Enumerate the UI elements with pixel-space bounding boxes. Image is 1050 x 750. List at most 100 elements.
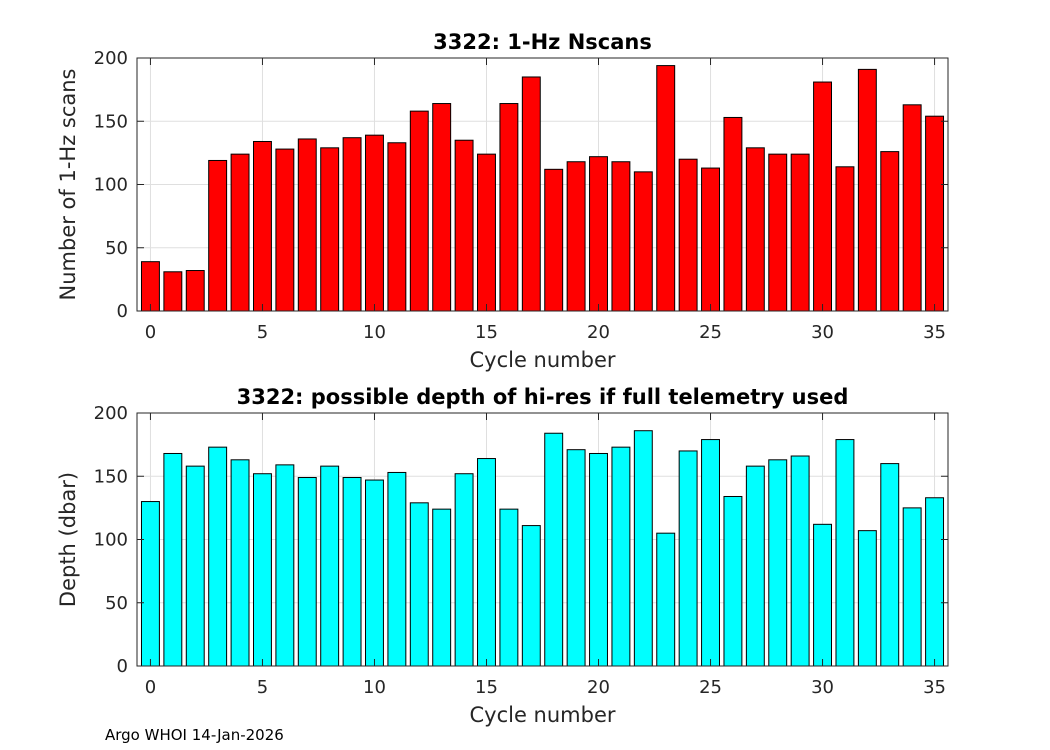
- depth-bar: [589, 452, 608, 667]
- nscans-bar: [521, 76, 541, 312]
- depth-bar: [902, 507, 922, 667]
- nscans-bar: [387, 142, 407, 312]
- nscans-bar: [768, 153, 788, 312]
- depth-ytick-label: 150: [94, 466, 128, 487]
- nscans-bar: [140, 261, 160, 312]
- nscans-chart-title: 3322: 1-Hz Nscans: [433, 30, 652, 54]
- nscans-bar: [252, 140, 272, 312]
- nscans-xtick-label: 35: [923, 322, 946, 343]
- depth-xtick-label: 10: [363, 677, 386, 698]
- depth-xtick-label: 15: [475, 677, 498, 698]
- depth-bar: [140, 501, 160, 667]
- nscans-bar: [633, 171, 653, 312]
- depth-bar: [790, 455, 810, 667]
- depth-ytick-label: 200: [94, 403, 128, 424]
- depth-bar: [208, 446, 228, 667]
- depth-ytick-label: 0: [117, 656, 128, 677]
- nscans-bar: [589, 156, 608, 312]
- depth-bar: [768, 459, 788, 667]
- depth-bar: [387, 471, 407, 667]
- depth-chart-title: 3322: possible depth of hi-res if full t…: [237, 385, 849, 409]
- nscans-xtick-label: 30: [811, 322, 834, 343]
- depth-xtick-label: 20: [587, 677, 610, 698]
- depth-xtick-label: 5: [257, 677, 268, 698]
- depth-bar: [521, 525, 541, 667]
- nscans-bar: [701, 167, 720, 312]
- depth-bar: [835, 439, 855, 667]
- nscans-xtick-label: 25: [699, 322, 722, 343]
- nscans-bar: [230, 153, 250, 312]
- depth-bar: [432, 508, 452, 667]
- nscans-bar: [745, 147, 765, 312]
- depth-bar: [880, 463, 900, 667]
- depth-xtick-label: 0: [145, 677, 156, 698]
- depth-bar: [678, 450, 698, 667]
- nscans-chart: 0 5 10 15 20 25 30 35 0 50 100 150 200 3322: 1-Hz Nsc…: [56, 30, 949, 372]
- nscans-bar: [813, 81, 833, 312]
- depth-bar: [745, 465, 765, 667]
- depth-ytick-label: 100: [94, 530, 128, 551]
- depth-bar: [454, 473, 474, 667]
- depth-ytick-label: 50: [105, 593, 128, 614]
- nscans-bar: [342, 137, 362, 312]
- nscans-ytick-label: 50: [105, 238, 128, 259]
- nscans-bar: [208, 159, 228, 312]
- depth-bar: [611, 446, 631, 667]
- depth-xtick-label: 35: [923, 677, 946, 698]
- nscans-bar: [275, 148, 295, 312]
- footer-credit: Argo WHOI 14-Jan-2026: [105, 726, 284, 744]
- depth-x-axis-label: Cycle number: [469, 703, 615, 727]
- nscans-bar: [656, 65, 676, 312]
- nscans-ytick-label: 200: [94, 48, 128, 69]
- nscans-bar: [880, 151, 900, 312]
- depth-bar: [477, 458, 496, 667]
- nscans-bar: [857, 68, 877, 312]
- nscans-bar: [297, 138, 317, 312]
- nscans-bar: [925, 115, 945, 312]
- depth-bar: [252, 473, 272, 667]
- nscans-xtick-label: 15: [475, 322, 498, 343]
- depth-bar: [409, 502, 429, 667]
- depth-y-axis-label: Depth (dbar): [56, 472, 80, 607]
- nscans-bar: [790, 153, 810, 312]
- nscans-bar: [499, 103, 519, 312]
- nscans-x-axis-label: Cycle number: [469, 348, 615, 372]
- nscans-bar: [185, 270, 205, 312]
- depth-bar: [499, 508, 519, 667]
- nscans-bar: [477, 153, 496, 312]
- depth-bar: [857, 530, 877, 667]
- depth-bar: [275, 464, 295, 667]
- depth-bar: [230, 459, 250, 667]
- depth-bar: [365, 479, 384, 667]
- nscans-ytick-label: 100: [94, 175, 128, 196]
- nscans-bar: [432, 103, 452, 312]
- depth-bar: [925, 497, 945, 667]
- nscans-bar: [902, 104, 922, 312]
- depth-bar: [723, 495, 743, 667]
- nscans-xtick-label: 20: [587, 322, 610, 343]
- depth-bar: [297, 477, 317, 667]
- depth-xtick-label: 30: [811, 677, 834, 698]
- depth-bar: [320, 465, 340, 667]
- nscans-ytick-label: 150: [94, 111, 128, 132]
- nscans-xtick-label: 10: [363, 322, 386, 343]
- depth-bar: [813, 523, 833, 667]
- nscans-bar: [835, 166, 855, 312]
- depth-bar: [163, 452, 183, 667]
- depth-bar: [544, 432, 564, 667]
- depth-bar: [656, 532, 676, 667]
- nscans-bar: [566, 161, 586, 312]
- nscans-xtick-label: 5: [257, 322, 268, 343]
- depth-bar: [185, 465, 205, 667]
- depth-bar: [566, 449, 586, 667]
- depth-bar: [342, 477, 362, 667]
- nscans-bar: [678, 158, 698, 312]
- nscans-bar: [544, 168, 564, 312]
- depth-chart: 0 5 10 15 20 25 30 35 0 50 100 150 200 3322: possible…: [56, 385, 949, 727]
- depth-bar: [701, 439, 720, 667]
- depth-bar: [633, 430, 653, 667]
- depth-xtick-label: 25: [699, 677, 722, 698]
- nscans-bar: [454, 139, 474, 312]
- nscans-bar: [365, 134, 384, 312]
